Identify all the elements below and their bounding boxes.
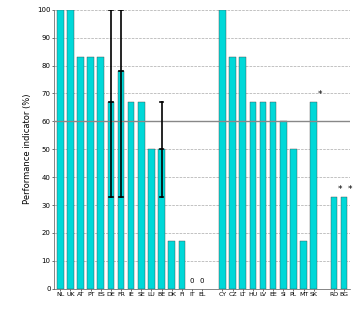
Bar [249,102,256,289]
Bar [219,10,226,289]
Bar [310,102,317,289]
Text: *: * [338,185,342,194]
Y-axis label: Performance indicator (%): Performance indicator (%) [23,94,32,204]
Bar [341,197,347,289]
Bar [108,102,114,289]
Bar [57,10,64,289]
Bar [239,57,246,289]
Bar [331,197,337,289]
Bar [138,102,145,289]
Bar [87,57,94,289]
Bar [280,121,287,289]
Bar [67,10,74,289]
Bar [260,102,266,289]
Bar [118,71,124,289]
Bar [148,149,155,289]
Bar [77,57,84,289]
Bar [158,149,165,289]
Text: *: * [318,90,322,99]
Bar [300,241,307,289]
Bar [179,241,185,289]
Bar [270,102,277,289]
Bar [97,57,104,289]
Text: *: * [348,185,352,194]
Bar [169,241,175,289]
Bar [290,149,297,289]
Bar [128,102,135,289]
Bar [229,57,236,289]
Text: 0: 0 [200,278,204,284]
Text: 0: 0 [190,278,194,284]
